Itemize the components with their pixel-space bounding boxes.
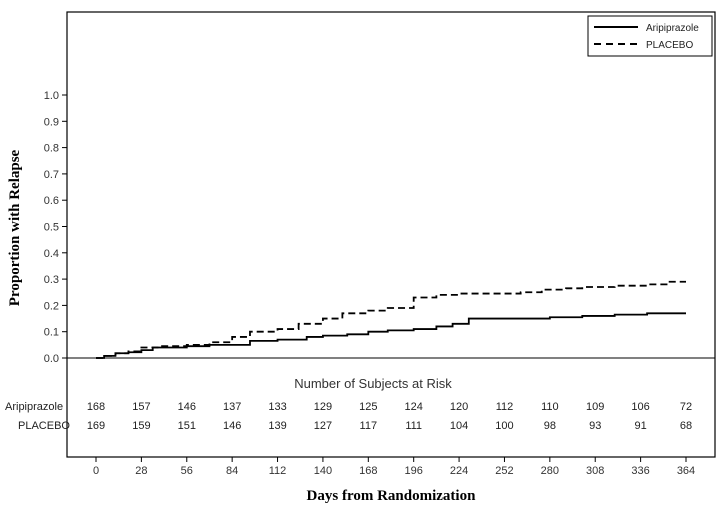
risk-value: 109 bbox=[586, 401, 604, 413]
x-tick-label: 336 bbox=[631, 465, 649, 477]
x-axis-title: Days from Randomization bbox=[307, 488, 477, 504]
y-tick-label: 0.0 bbox=[44, 353, 59, 365]
legend-label-placebo: PLACEBO bbox=[646, 40, 693, 51]
y-tick-label: 0.8 bbox=[44, 143, 59, 155]
risk-value: 146 bbox=[223, 420, 241, 432]
legend-label-aripiprazole: Aripiprazole bbox=[646, 23, 699, 34]
y-tick-label: 0.1 bbox=[44, 327, 59, 339]
risk-value: 117 bbox=[360, 420, 378, 432]
risk-value: 137 bbox=[223, 401, 241, 413]
y-tick-label: 0.6 bbox=[44, 195, 59, 207]
risk-value: 129 bbox=[314, 401, 332, 413]
risk-value: 98 bbox=[544, 420, 556, 432]
y-tick-label: 1.0 bbox=[44, 90, 59, 102]
legend-box bbox=[587, 15, 713, 57]
y-axis: 0.0 0.1 0.2 0.3 0.4 0.5 0.6 0.7 0.8 0.9 1.0 bbox=[44, 90, 67, 365]
risk-value: 159 bbox=[132, 420, 150, 432]
x-tick-label: 112 bbox=[269, 465, 287, 477]
x-tick-label: 196 bbox=[405, 465, 423, 477]
risk-value: 124 bbox=[405, 401, 423, 413]
risk-value: 120 bbox=[450, 401, 468, 413]
y-tick-label: 0.4 bbox=[44, 248, 59, 260]
x-tick-label: 56 bbox=[181, 465, 193, 477]
x-tick-label: 28 bbox=[135, 465, 147, 477]
y-tick-label: 0.3 bbox=[44, 274, 59, 286]
legend: Aripiprazole PLACEBO bbox=[587, 15, 713, 57]
curves-group bbox=[96, 280, 686, 359]
risk-value: 72 bbox=[680, 401, 692, 413]
risk-value: 168 bbox=[87, 401, 105, 413]
risk-row-label-placebo: PLACEBO bbox=[18, 420, 70, 432]
x-tick-label: 0 bbox=[93, 465, 99, 477]
risk-row-label-aripiprazole: Aripiprazole bbox=[5, 401, 63, 413]
risk-values-group: 168 157 146 137 133 129 125 124 120 112 110 109 106 7… bbox=[87, 401, 692, 432]
risk-value: 104 bbox=[450, 420, 468, 432]
risk-value: 125 bbox=[359, 401, 377, 413]
risk-value: 112 bbox=[496, 401, 514, 413]
risk-value: 68 bbox=[680, 420, 692, 432]
risk-value: 100 bbox=[495, 420, 513, 432]
risk-value: 151 bbox=[178, 420, 196, 432]
y-tick-label: 0.9 bbox=[44, 116, 59, 128]
x-axis: 0 28 56 84 112 140 168 196 224 252 280 308 336 364 bbox=[93, 457, 695, 477]
risk-value: 91 bbox=[634, 420, 646, 432]
x-tick-label: 252 bbox=[495, 465, 513, 477]
risk-table-title: Number of Subjects at Risk bbox=[294, 376, 452, 391]
risk-value: 169 bbox=[87, 420, 105, 432]
risk-value: 146 bbox=[178, 401, 196, 413]
y-tick-label: 0.2 bbox=[44, 300, 59, 312]
risk-value: 110 bbox=[541, 401, 559, 413]
risk-value: 127 bbox=[314, 420, 332, 432]
x-tick-label: 280 bbox=[541, 465, 559, 477]
plot-frame bbox=[66, 11, 716, 458]
x-tick-label: 308 bbox=[586, 465, 604, 477]
risk-value: 111 bbox=[405, 420, 422, 432]
risk-value: 157 bbox=[132, 401, 150, 413]
x-tick-label: 84 bbox=[226, 465, 238, 477]
y-axis-title: Proportion with Relapse bbox=[7, 149, 23, 306]
risk-value: 133 bbox=[268, 401, 286, 413]
x-tick-label: 224 bbox=[450, 465, 468, 477]
risk-value: 93 bbox=[589, 420, 601, 432]
x-tick-label: 168 bbox=[359, 465, 377, 477]
risk-value: 139 bbox=[268, 420, 286, 432]
x-tick-label: 364 bbox=[677, 465, 695, 477]
y-tick-label: 0.7 bbox=[44, 169, 59, 181]
series-line-placebo bbox=[96, 280, 686, 359]
y-tick-label: 0.5 bbox=[44, 222, 59, 234]
x-tick-label: 140 bbox=[314, 465, 332, 477]
risk-value: 106 bbox=[631, 401, 649, 413]
series-line-aripiprazole bbox=[96, 312, 686, 359]
